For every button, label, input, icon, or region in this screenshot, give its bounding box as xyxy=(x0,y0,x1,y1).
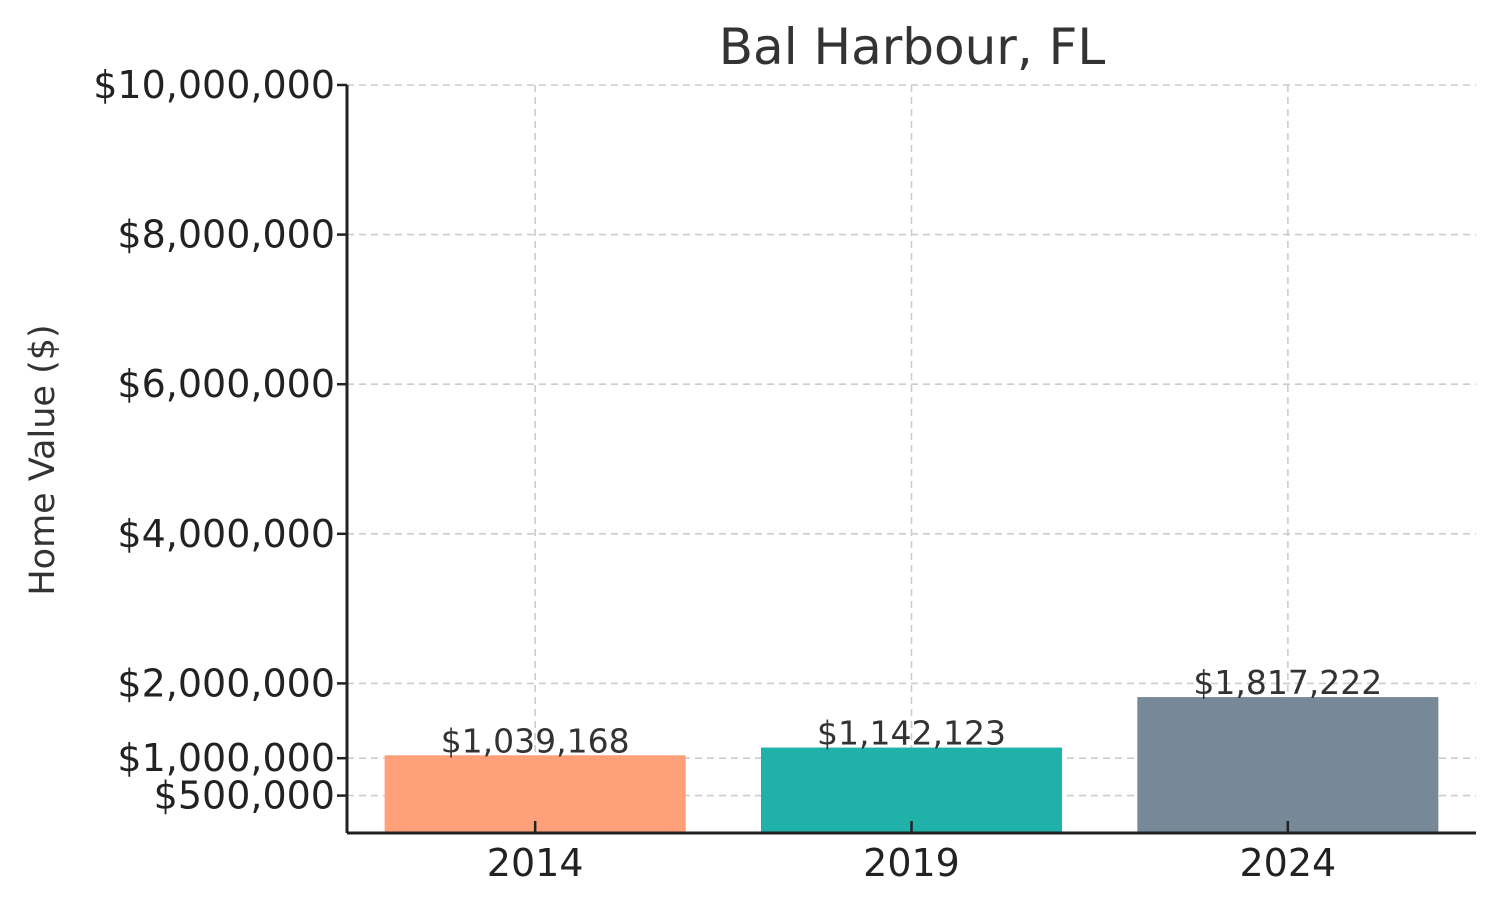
y-tick-label: $8,000,000 xyxy=(117,213,335,257)
x-tick-label: 2019 xyxy=(863,841,960,885)
data-label-2024: $1,817,222 xyxy=(1193,663,1382,702)
y-tick-label: $2,000,000 xyxy=(117,661,335,705)
bar-2019 xyxy=(760,747,1063,833)
y-tick-label: $4,000,000 xyxy=(117,512,335,556)
y-tick-label: $6,000,000 xyxy=(117,362,335,406)
data-label-2019: $1,142,123 xyxy=(817,714,1006,753)
data-label-2014: $1,039,168 xyxy=(441,721,630,760)
y-axis-label: Home Value ($) xyxy=(23,324,63,595)
y-tick-label: $10,000,000 xyxy=(93,63,335,107)
x-tick-label: 2014 xyxy=(487,841,584,885)
y-tick-label: $500,000 xyxy=(154,774,335,818)
y-tick-label: $1,000,000 xyxy=(117,736,335,780)
bar-2014 xyxy=(384,755,686,833)
y-axis-ticks: $500,000$1,000,000 $2,000,000 $4,000,000 $6… xyxy=(93,63,347,818)
chart-title: Bal Harbour, FL xyxy=(719,18,1106,76)
x-axis-ticks: 2014 2019 2024 xyxy=(487,821,1336,885)
bar-2024 xyxy=(1137,697,1439,833)
x-tick-label: 2024 xyxy=(1239,841,1336,885)
data-labels: $1,039,168 $1,142,123 $1,817,222 xyxy=(441,663,1383,760)
bars xyxy=(384,697,1439,833)
